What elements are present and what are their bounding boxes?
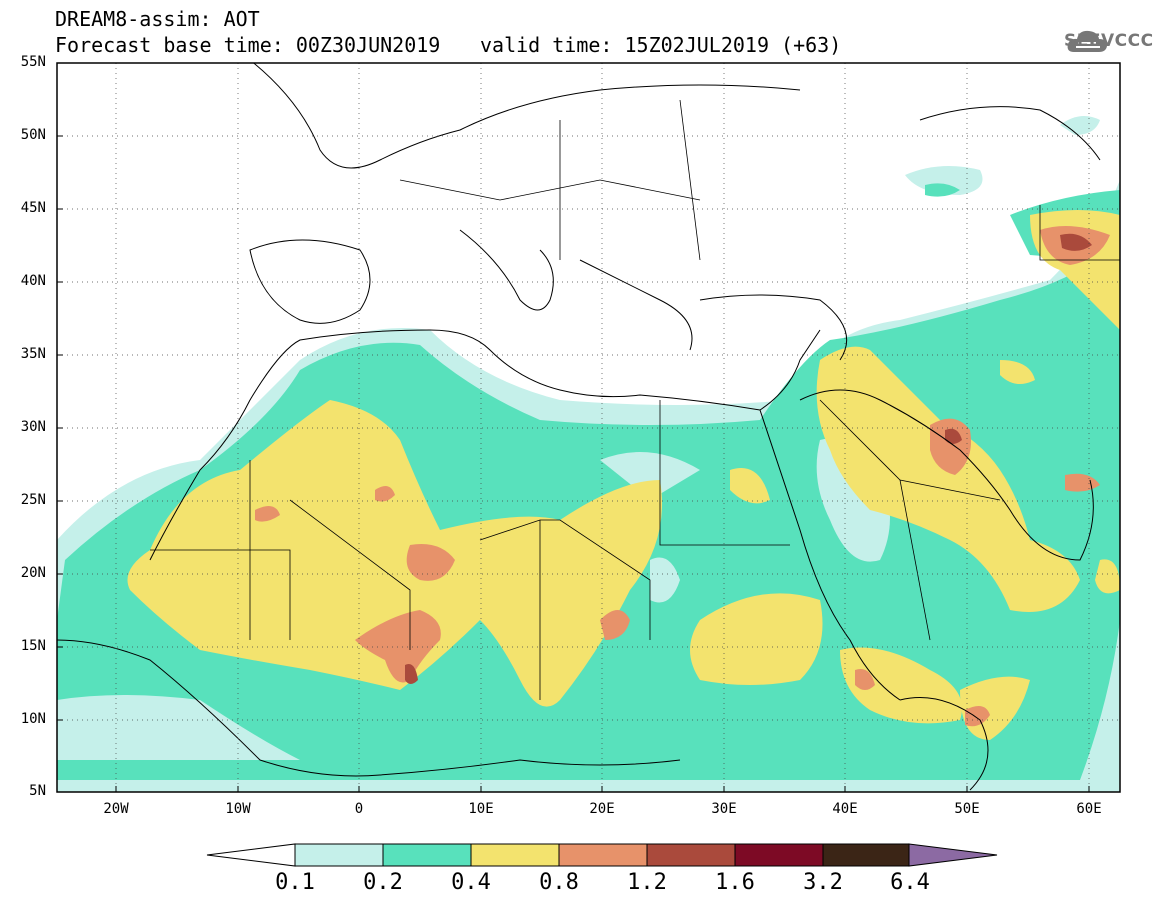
lat-label: 45N	[20, 200, 46, 216]
colorbar-label: 1.2	[627, 870, 667, 895]
lat-label: 25N	[20, 492, 46, 508]
lat-label: 10N	[20, 711, 46, 727]
cloud-icon	[1067, 30, 1108, 52]
lat-label: 30N	[20, 419, 46, 435]
colorbar-segment	[382, 843, 472, 867]
lon-label: 20E	[589, 801, 615, 817]
colorbar-segment	[646, 843, 736, 867]
axis-ticks	[57, 62, 1090, 792]
lon-label: 10E	[468, 801, 494, 817]
lon-label: 10W	[225, 801, 251, 817]
lon-label: 50E	[954, 801, 980, 817]
colorbar-segment	[822, 843, 910, 867]
colorbar-segment	[558, 843, 648, 867]
colorbar-label: 0.4	[451, 870, 491, 895]
aot-contour-1.2	[405, 233, 1092, 684]
coastlines	[57, 63, 1101, 791]
lon-label: 30E	[711, 801, 737, 817]
lon-label: 0	[354, 801, 364, 817]
colorbar-label: 6.4	[890, 870, 930, 895]
colorbar-segment	[470, 843, 560, 867]
colorbar-segment	[908, 843, 998, 867]
lat-label: 55N	[20, 54, 46, 70]
colorbar	[206, 843, 998, 867]
lat-label: 40N	[20, 273, 46, 289]
country-borders	[150, 99, 1120, 700]
lat-label: 35N	[20, 346, 46, 362]
lat-label: 15N	[20, 638, 46, 654]
lat-label: 5N	[29, 783, 46, 799]
valid-time: valid time: 15Z02JUL2019 (+63)	[480, 33, 842, 57]
lon-label: 40E	[832, 801, 858, 817]
lat-label: 50N	[20, 127, 46, 143]
colorbar-label: 0.1	[275, 870, 315, 895]
gridlines	[57, 63, 1120, 792]
colorbar-segment	[734, 843, 824, 867]
forecast-base-time: Forecast base time: 00Z30JUN2019	[55, 33, 441, 57]
aot-contour-0.4	[127, 210, 1120, 740]
colorbar-segment	[294, 843, 384, 867]
logo-text: SEEVCCC	[1064, 31, 1154, 51]
colorbar-label: 3.2	[803, 870, 843, 895]
lat-label: 20N	[20, 565, 46, 581]
colorbar-segment	[206, 843, 296, 867]
colorbar-label: 0.2	[363, 870, 403, 895]
aot-interior-0.1	[57, 438, 890, 760]
colorbar-label: 1.6	[715, 870, 755, 895]
lon-label: 20W	[103, 801, 129, 817]
colorbar-label: 0.8	[539, 870, 579, 895]
chart-title: DREAM8-assim: AOT	[55, 7, 260, 31]
lon-label: 60E	[1076, 801, 1102, 817]
